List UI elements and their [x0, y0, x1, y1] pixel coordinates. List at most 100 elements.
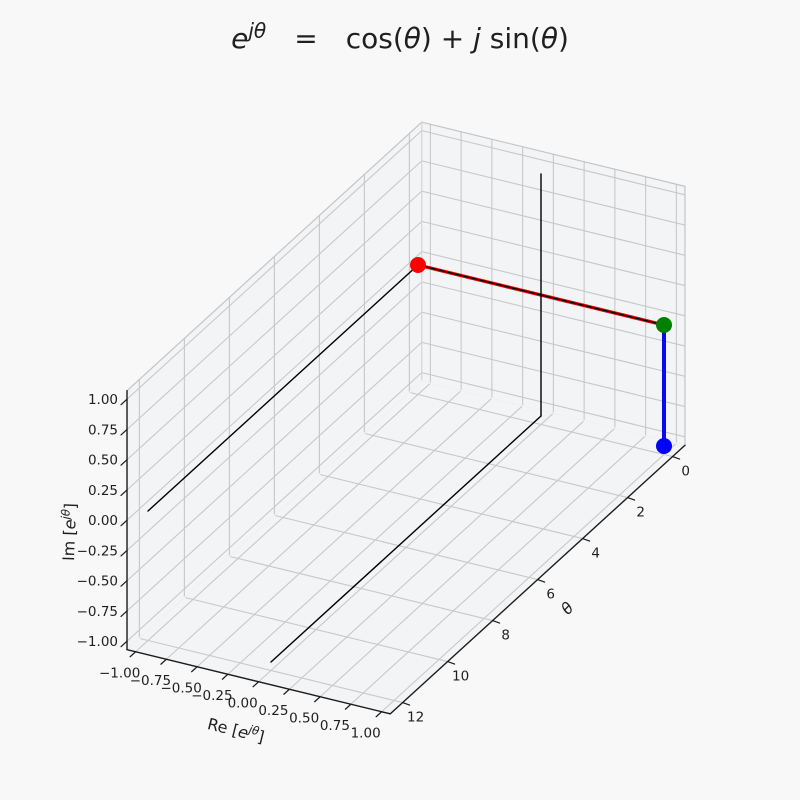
- tick-label-im: 0.50: [88, 453, 118, 469]
- tick-label-theta: 6: [546, 587, 555, 603]
- tick-label-im: 0.75: [88, 422, 118, 438]
- grid-re-floor: [319, 427, 616, 698]
- theta-axis-label: θ: [557, 598, 578, 618]
- edge-top-left: [126, 121, 423, 392]
- edge-floor-left: [126, 380, 423, 651]
- grid-im-rightwall: [421, 281, 686, 347]
- tick-theta: [537, 578, 546, 583]
- grid-re-floor: [165, 390, 462, 660]
- grid-im-leftwall: [126, 190, 423, 461]
- tick-im: [120, 580, 128, 587]
- tick-re: [375, 711, 383, 718]
- tick-theta: [627, 496, 636, 501]
- edge-floor-back: [421, 380, 686, 447]
- grid-im-rightwall: [421, 251, 686, 317]
- tick-re: [160, 658, 167, 665]
- tick-label-re: 0.75: [320, 718, 350, 734]
- grid-im-rightwall: [421, 372, 686, 438]
- grid-im-rightwall: [421, 130, 686, 196]
- tick-re: [191, 666, 198, 673]
- tick-label-im: −0.50: [77, 574, 118, 590]
- tick-re: [129, 651, 137, 658]
- tick-label-im: 0.25: [88, 483, 118, 499]
- point-green: [656, 317, 672, 333]
- tick-theta: [492, 619, 501, 624]
- grid-re-floor: [350, 435, 647, 705]
- grid-im-leftwall: [126, 311, 423, 582]
- axis-re-at-origin: [417, 264, 665, 326]
- tick-im: [120, 398, 128, 406]
- grid-re-floor: [135, 382, 431, 653]
- tick-im: [120, 428, 128, 436]
- tick-im: [120, 519, 128, 527]
- tick-label-theta: 10: [452, 669, 469, 685]
- tick-im: [120, 610, 128, 618]
- data-points: [410, 257, 672, 454]
- tick-label-re: 1.00: [351, 726, 381, 742]
- im-axis-label: Im [ejθ]: [57, 503, 80, 562]
- tick-re: [314, 696, 321, 703]
- tick-label-theta: 12: [407, 710, 424, 726]
- grid-im-leftwall: [126, 281, 423, 551]
- grid-re-floor: [227, 405, 524, 675]
- tick-label-im: −0.75: [77, 604, 118, 620]
- tick-label-re: 0.00: [228, 696, 258, 712]
- tick-label-im: 1.00: [88, 392, 118, 408]
- tick-theta: [582, 537, 591, 542]
- tick-im: [120, 459, 128, 466]
- tick-label-theta: 4: [591, 546, 600, 562]
- panes: [127, 122, 685, 714]
- tick-label-re: 0.50: [289, 711, 319, 727]
- tick-im: [120, 489, 128, 497]
- grid-im-leftwall: [126, 251, 423, 521]
- grid-im-rightwall: [421, 220, 686, 287]
- tick-re: [344, 703, 352, 710]
- tick-theta: [672, 455, 681, 460]
- point-blue: [656, 438, 672, 454]
- tick-label-re: −0.75: [130, 673, 171, 689]
- grid-re-floor: [258, 412, 554, 683]
- tick-label-im: 0.00: [88, 513, 118, 529]
- tick-label-re: −0.50: [160, 681, 201, 697]
- figure-title: ejθ = cos(θ) + j sin(θ): [231, 18, 569, 55]
- grid-re-floor: [196, 397, 493, 668]
- tick-theta: [402, 701, 411, 706]
- point-red: [410, 257, 426, 273]
- grid-im-rightwall: [421, 341, 686, 408]
- grid-im-leftwall: [126, 160, 423, 430]
- tick-label-re: −1.00: [99, 666, 140, 682]
- tick-im: [120, 549, 128, 557]
- grid-im-leftwall: [126, 220, 423, 491]
- tick-labels: −1.00−0.75−0.50−0.250.00 0.25 0.50 0.75 1.00…: [77, 392, 690, 742]
- grid-im-leftwall: [126, 130, 423, 400]
- grid-re-floor: [288, 420, 585, 690]
- tick-label-im: −1.00: [77, 634, 118, 650]
- grid-im-leftwall: [126, 372, 423, 642]
- tick-label-re: 0.25: [258, 703, 288, 719]
- grid-im-rightwall: [421, 311, 686, 377]
- edge-top-right: [421, 121, 686, 187]
- axis-theta-on-wall: [147, 264, 419, 512]
- grid: [126, 123, 686, 713]
- grid-im-rightwall: [421, 190, 686, 256]
- tick-label-theta: 2: [636, 505, 645, 521]
- box-edges: [126, 121, 686, 651]
- tick-label-theta: 0: [681, 464, 690, 480]
- data-lines: [147, 173, 666, 663]
- grid-im-leftwall: [126, 341, 423, 612]
- axis-labels: Re [ejθ]Im [ejθ]: [57, 503, 266, 747]
- tick-re: [283, 688, 290, 695]
- grid-im-rightwall: [421, 160, 686, 226]
- tick-re: [221, 673, 229, 680]
- tick-label-theta: 8: [501, 628, 510, 644]
- ticks: [120, 398, 681, 718]
- tick-label-im: −0.25: [77, 543, 118, 559]
- tick-re: [252, 681, 260, 688]
- tick-theta: [447, 660, 456, 665]
- tick-label-re: −0.25: [191, 688, 232, 704]
- axis-theta-on-floor: [270, 415, 542, 663]
- grid-re-floor: [381, 442, 677, 713]
- tick-im: [120, 640, 128, 648]
